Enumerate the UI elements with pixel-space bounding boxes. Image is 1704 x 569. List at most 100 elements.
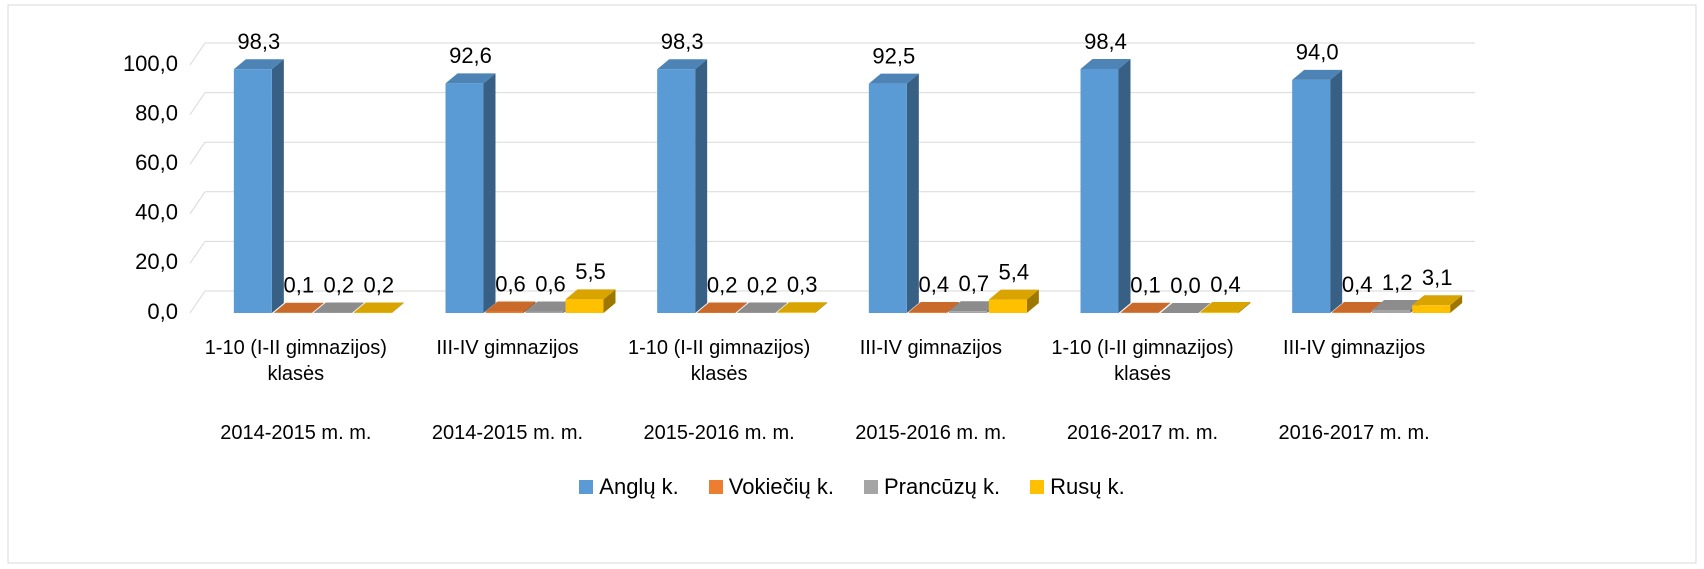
x-group-label: 2015-2016 m. m. <box>855 422 1007 444</box>
bar <box>1200 312 1239 313</box>
bar <box>948 311 987 313</box>
bar <box>1372 310 1411 313</box>
bar-side <box>1158 302 1171 313</box>
bar-side <box>271 59 284 313</box>
bar-top <box>565 289 616 300</box>
y-tick-label: 20,0 <box>135 249 178 274</box>
bar-top <box>485 301 536 312</box>
bar <box>1080 68 1119 313</box>
x-tick-label: III-IV gimnazijos <box>1283 337 1426 359</box>
value-label: 0,6 <box>535 271 566 296</box>
bar-top <box>445 73 496 84</box>
bar-side <box>1330 69 1343 313</box>
bar-top <box>777 302 828 313</box>
bar-top <box>525 301 576 312</box>
bar <box>445 83 484 314</box>
bar-top <box>273 302 324 313</box>
bar-side <box>946 302 959 313</box>
x-tick-label: 1-10 (I-II gimnazijos) klasės <box>204 337 387 385</box>
legend-label: Rusų k. <box>1050 474 1125 499</box>
bar-side <box>603 289 616 313</box>
bar-top <box>948 301 999 312</box>
y-tick-label: 100,0 <box>123 51 178 76</box>
x-group-label: 2015-2016 m. m. <box>643 422 795 444</box>
bar-top <box>1372 300 1423 311</box>
bar-side <box>1238 302 1251 313</box>
value-label: 0,4 <box>1210 272 1241 297</box>
value-label: 0,1 <box>284 273 315 298</box>
bar-top <box>988 289 1039 300</box>
bar-side <box>815 302 828 313</box>
bar <box>1332 312 1371 313</box>
bar <box>485 311 524 313</box>
value-label: 5,5 <box>575 259 606 284</box>
value-label: 1,2 <box>1382 270 1413 295</box>
x-group-label: 2014-2015 m. m. <box>431 422 584 444</box>
bar-top <box>1200 302 1251 313</box>
bar-top <box>233 59 284 70</box>
bar-top <box>353 302 404 313</box>
bar-side <box>1450 295 1463 313</box>
value-label: 0,0 <box>1170 273 1201 298</box>
value-label: 0,1 <box>1130 273 1161 298</box>
chart-border <box>7 4 1697 564</box>
bar <box>1412 305 1451 313</box>
value-label: 98,4 <box>1084 29 1127 54</box>
value-label: 0,2 <box>747 272 778 297</box>
bar-top <box>657 59 708 70</box>
bar <box>868 83 907 313</box>
y-tick-label: 40,0 <box>135 200 178 225</box>
value-label: 0,2 <box>364 272 395 297</box>
legend-swatch <box>708 480 723 494</box>
legend-item: Vokiečių k. <box>708 474 834 500</box>
legend-label: Prancūzų k. <box>883 474 1001 499</box>
bar-top <box>1120 302 1171 313</box>
bar <box>1292 79 1331 313</box>
grid-line-side <box>189 191 206 215</box>
x-tick-label: 1-10 (I-II gimnazijos) klasės <box>628 337 811 385</box>
legend-item: Anglų k. <box>579 474 679 500</box>
legend-swatch <box>863 480 878 494</box>
bar-side <box>483 73 496 314</box>
value-label: 92,5 <box>872 43 915 68</box>
bar-top <box>1412 295 1463 306</box>
grid-line-side <box>189 141 206 165</box>
bar-side <box>351 302 364 313</box>
grid-line-side <box>189 241 206 264</box>
bar-side <box>391 302 404 313</box>
x-tick-label: 1-10 (I-II gimnazijos) klasės <box>1051 337 1234 385</box>
value-label: 0,7 <box>959 271 990 296</box>
bar-top <box>1292 69 1343 80</box>
bar <box>988 299 1027 313</box>
bar-top <box>313 302 364 313</box>
value-label: 0,4 <box>1342 272 1373 297</box>
legend-item: Rusų k. <box>1030 474 1125 500</box>
bar-side <box>1026 289 1039 313</box>
bar-top <box>908 302 959 313</box>
legend-label: Anglų k. <box>599 474 679 499</box>
bar <box>777 312 816 313</box>
value-label: 92,6 <box>449 43 492 68</box>
value-label: 3,1 <box>1422 265 1453 290</box>
bar-top <box>1080 58 1131 69</box>
x-tick-label: III-IV gimnazijos <box>436 337 579 359</box>
bar <box>525 311 564 313</box>
value-label: 98,3 <box>237 29 280 54</box>
x-tick-label: III-IV gimnazijos <box>859 337 1002 359</box>
y-tick-label: 60,0 <box>135 150 178 175</box>
bar-top <box>868 73 919 84</box>
legend-swatch <box>1030 480 1045 494</box>
bar-top <box>1332 302 1383 313</box>
value-label: 0,4 <box>919 272 950 297</box>
legend: Anglų k. Vokiečių k. Prancūzų k. Rusų k. <box>0 474 1704 500</box>
x-group-label: 2016-2017 m. m. <box>1278 422 1430 444</box>
grid-line-side <box>189 92 206 115</box>
bar <box>908 312 947 313</box>
legend-label: Vokiečių k. <box>728 474 834 499</box>
value-label: 94,0 <box>1296 40 1339 65</box>
value-label: 0,2 <box>324 272 355 297</box>
bar-side <box>523 301 536 313</box>
y-tick-label: 0,0 <box>147 299 178 324</box>
bar-side <box>775 302 788 313</box>
